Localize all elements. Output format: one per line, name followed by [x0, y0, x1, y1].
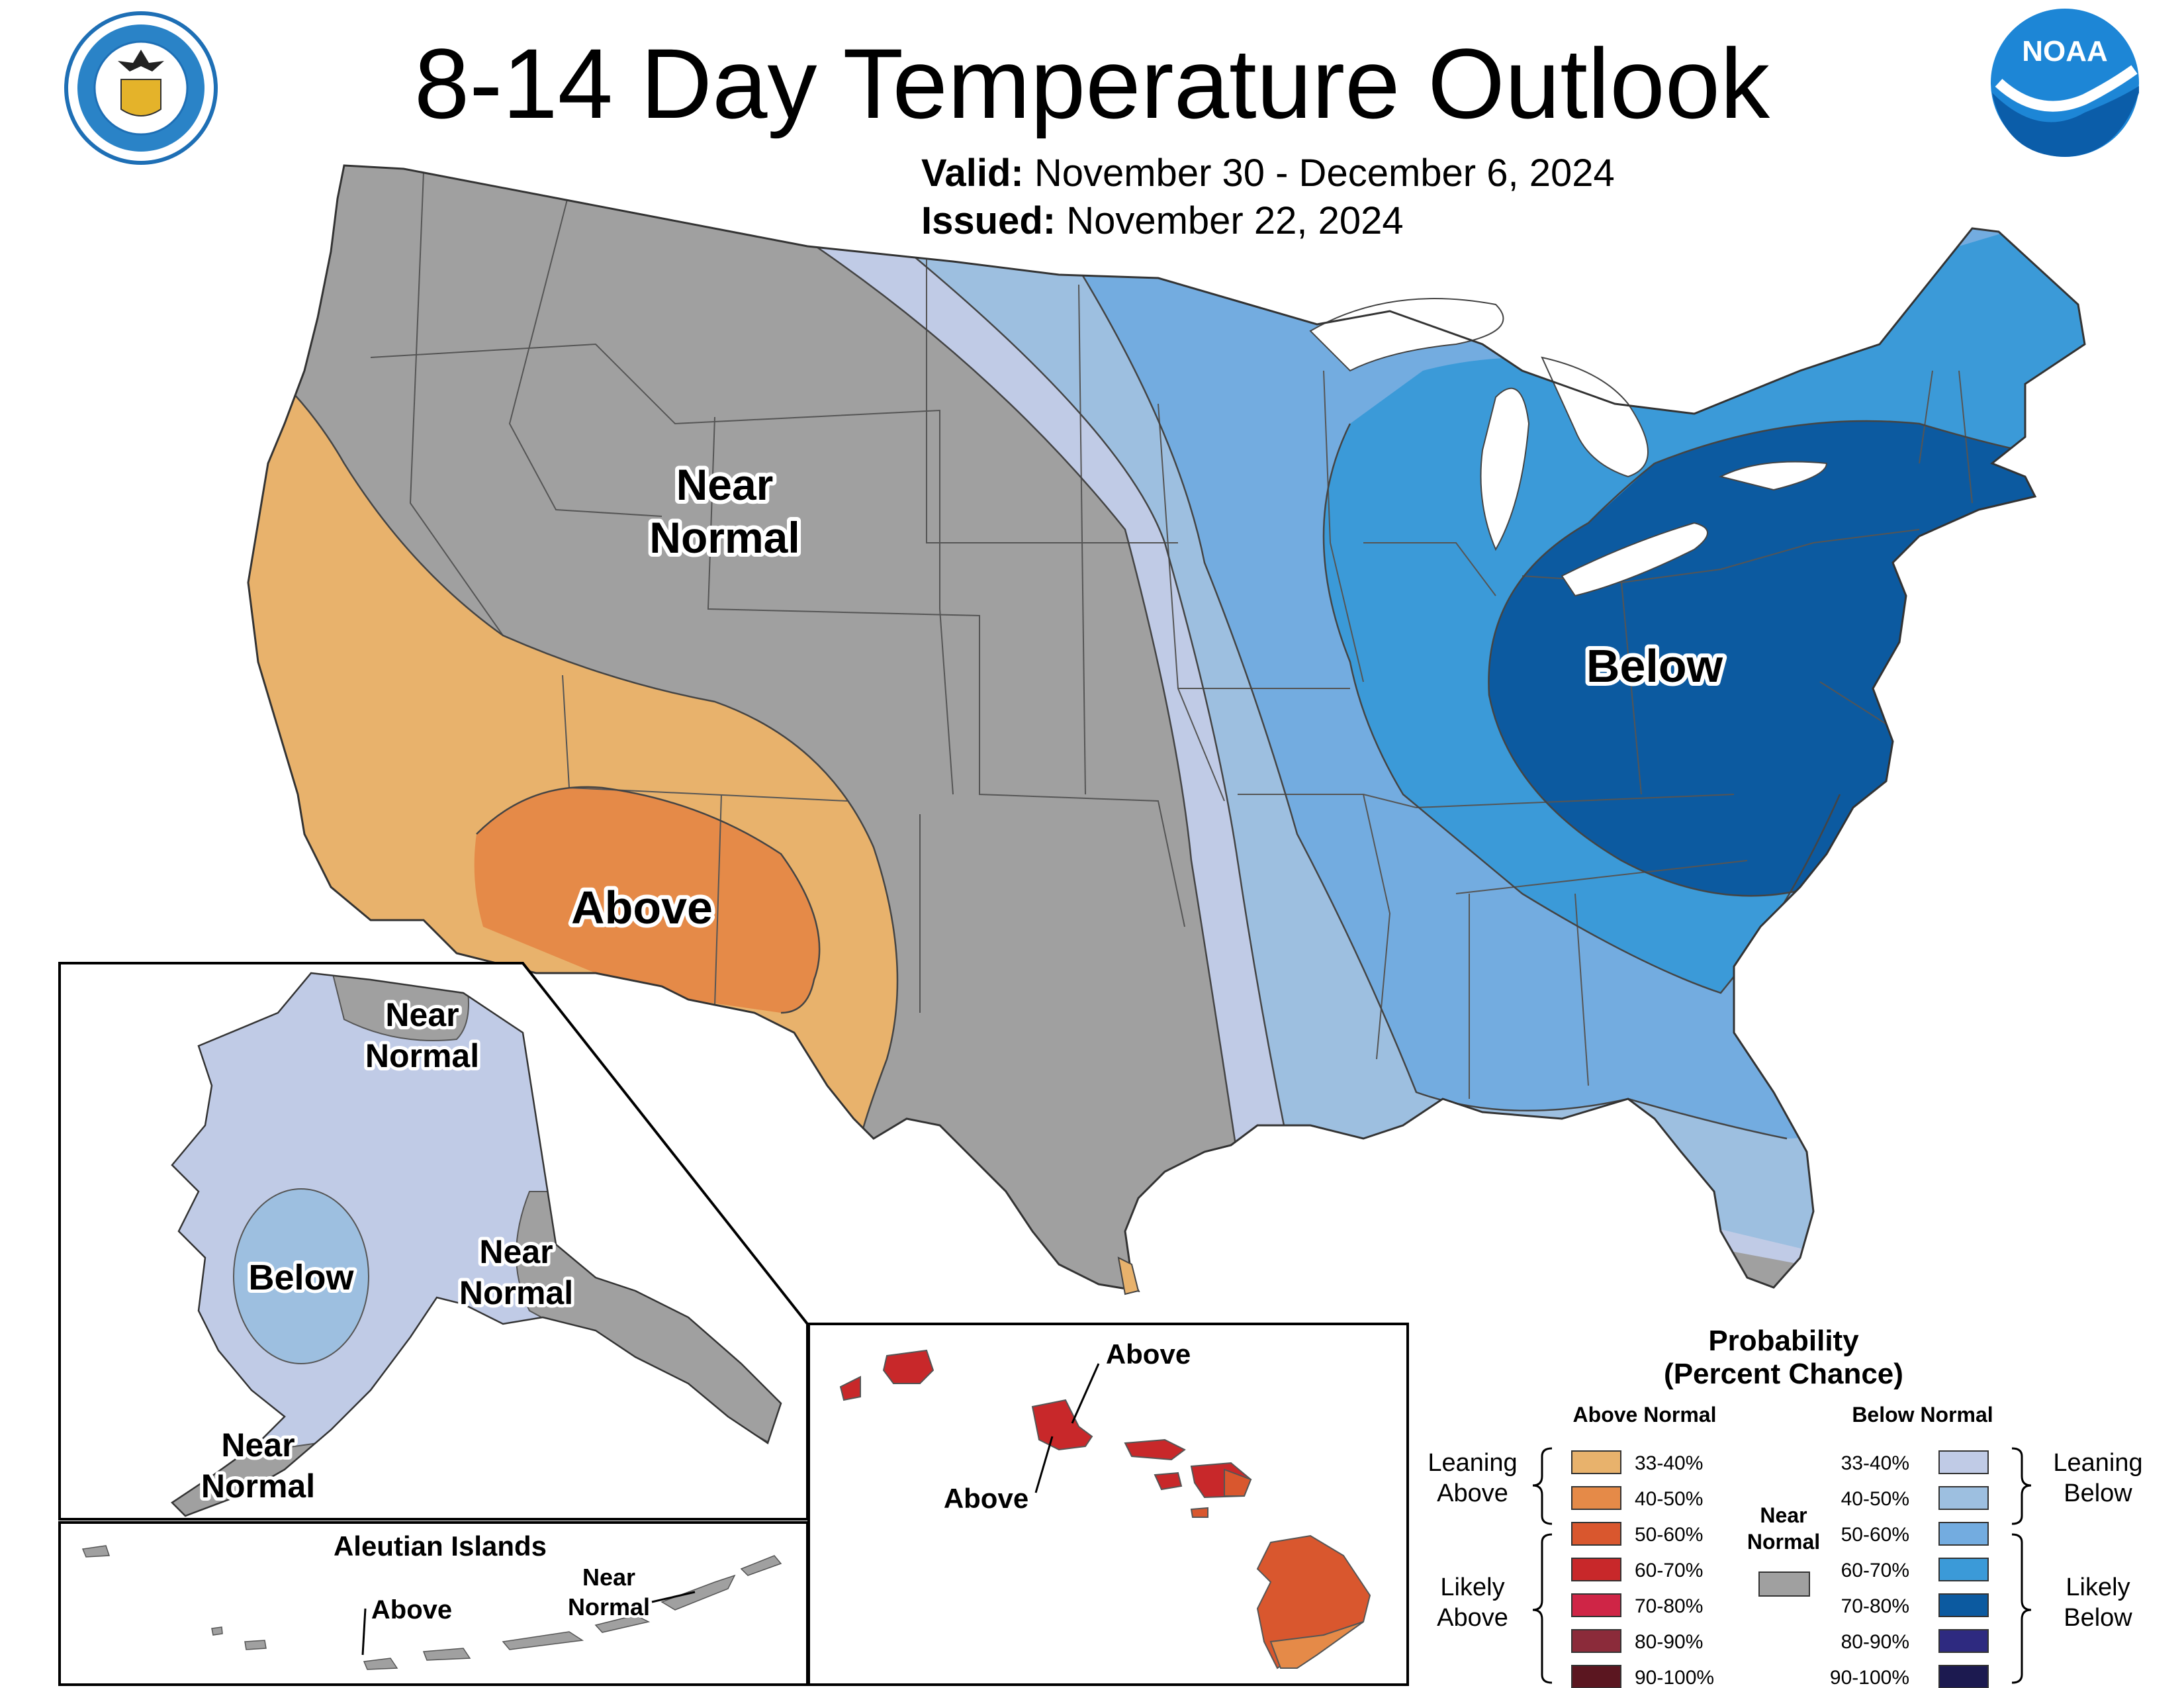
legend-below-label-2: 50-60%: [1841, 1524, 1909, 1546]
conus-outline: [247, 164, 2086, 1292]
aleutian-inset: Aleutian Islands Above Near Normal: [58, 1521, 809, 1686]
hawaii-inset: Above Above: [807, 1323, 1409, 1686]
legend-above-swatch-5: [1571, 1629, 1621, 1653]
legend-below-rows: 33-40% 40-50% 50-60% 60-70% 70-80% 80-90% 90-1…: [1830, 1450, 1989, 1688]
legend: Probability (Percent Chance) Above Norma…: [1428, 1325, 2143, 1688]
legend-title-line2: (Percent Chance): [1664, 1358, 1903, 1390]
noaa-logo-text: NOAA: [2022, 35, 2108, 68]
legend-above-swatch-6: [1571, 1665, 1621, 1688]
likely-below-line2: Below: [2064, 1604, 2132, 1632]
legend-above-label-6: 90-100%: [1635, 1667, 1714, 1688]
legend-above-label-4: 70-80%: [1635, 1595, 1703, 1617]
hawaii-above-north: Above: [1106, 1338, 1191, 1370]
legend-above-swatch-1: [1571, 1486, 1621, 1510]
ak-near-normal-south-line2: Normal: [201, 1468, 315, 1505]
aleutian-above-label: Above: [371, 1595, 452, 1624]
legend-above-label-5: 80-90%: [1635, 1631, 1703, 1653]
legend-below-label-5: 80-90%: [1841, 1631, 1909, 1653]
issued-label: Issued:: [921, 199, 1056, 242]
likely-above-line1: Likely: [1440, 1573, 1504, 1601]
valid-value: November 30 - December 6, 2024: [1034, 152, 1615, 195]
legend-near-normal-line1: Near: [1760, 1503, 1807, 1527]
issued-value: November 22, 2024: [1066, 199, 1404, 242]
legend-above-swatch-2: [1571, 1522, 1621, 1546]
likely-below-line1: Likely: [2066, 1573, 2130, 1601]
leaning-above-line2: Above: [1437, 1479, 1508, 1507]
legend-above-header: Above Normal: [1573, 1403, 1717, 1427]
legend-title-line1: Probability: [1708, 1325, 1859, 1357]
legend-near-normal-swatch: [1758, 1571, 1810, 1597]
leaning-above-line1: Leaning: [1428, 1449, 1517, 1477]
legend-below-label-1: 40-50%: [1841, 1488, 1909, 1510]
legend-above-swatch-0: [1571, 1450, 1621, 1474]
legend-below-swatch-4: [1938, 1593, 1989, 1617]
noaa-gull-icon: [1995, 65, 2138, 112]
legend-below-swatch-0: [1938, 1450, 1989, 1474]
conus-above-label: Above: [571, 882, 713, 933]
conus-near-normal-line2: Normal: [649, 513, 799, 562]
legend-above-swatch-3: [1571, 1558, 1621, 1581]
alaska-inset: Near Normal Below Near Normal Near Norma…: [58, 962, 809, 1521]
aleutian-near-normal-leader: [651, 1591, 696, 1603]
alaska-below-region: [233, 1188, 369, 1364]
seal-shield-icon: [120, 79, 161, 117]
legend-below-label-6: 90-100%: [1830, 1667, 1909, 1688]
leaning-below-line2: Below: [2064, 1479, 2132, 1507]
legend-below-swatch-2: [1938, 1522, 1989, 1546]
valid-line: Valid: November 30 - December 6, 2024: [921, 151, 1615, 195]
legend-above-label-3: 60-70%: [1635, 1560, 1703, 1581]
ak-near-normal-north-line2: Normal: [365, 1037, 479, 1074]
issued-line: Issued: November 22, 2024: [921, 199, 1404, 243]
valid-label: Valid:: [921, 152, 1024, 195]
legend-above-swatch-4: [1571, 1593, 1621, 1617]
commerce-seal-logo: [64, 11, 218, 165]
ak-near-normal-east-line2: Normal: [459, 1274, 573, 1311]
page-title: 8-14 Day Temperature Outlook: [414, 28, 1770, 139]
legend-near-normal-line2: Normal: [1747, 1530, 1820, 1554]
alaska-outline: [171, 972, 782, 1517]
seal-eagle-icon: [118, 50, 164, 71]
above-40-50-region: [474, 786, 820, 1013]
legend-above-label-2: 50-60%: [1635, 1524, 1703, 1546]
legend-above-label-1: 40-50%: [1635, 1488, 1703, 1510]
ak-near-normal-south-line1: Near: [221, 1427, 295, 1464]
legend-below-label-0: 33-40%: [1841, 1452, 1909, 1474]
leaning-below-line1: Leaning: [2053, 1449, 2142, 1477]
state-boundaries: [370, 171, 1973, 1099]
hawaii-above-south-leader: [1034, 1436, 1054, 1493]
texas-leaning-above-spot: [1117, 1256, 1140, 1295]
legend-above-label-0: 33-40%: [1635, 1452, 1703, 1474]
legend-below-label-4: 70-80%: [1841, 1595, 1909, 1617]
legend-braces: [1532, 1447, 2032, 1684]
legend-above-rows: 33-40% 40-50% 50-60% 60-70% 70-80% 80-90% 90-1…: [1571, 1450, 1714, 1688]
legend-below-swatch-3: [1938, 1558, 1989, 1581]
hawaii-above-south: Above: [944, 1483, 1028, 1514]
ak-below-label: Below: [248, 1258, 354, 1297]
aleutian-above-leader: [361, 1608, 367, 1656]
likely-above-line2: Above: [1437, 1604, 1508, 1632]
hawaii-above-north-leader: [1071, 1363, 1100, 1424]
legend-below-swatch-1: [1938, 1486, 1989, 1510]
legend-below-swatch-6: [1938, 1665, 1989, 1688]
conus-near-normal-line1: Near: [676, 460, 774, 509]
aleutian-near-normal-line2: Normal: [568, 1593, 650, 1620]
aleutian-islands-shapes: [81, 1545, 782, 1670]
ak-near-normal-east-line1: Near: [479, 1233, 553, 1270]
legend-below-header: Below Normal: [1852, 1403, 1993, 1427]
conus-below-label: Below: [1586, 640, 1723, 692]
aleutian-title: Aleutian Islands: [334, 1530, 547, 1562]
noaa-logo: NOAA: [1991, 9, 2139, 157]
ak-near-normal-north-line1: Near: [385, 996, 459, 1033]
aleutian-near-normal-line1: Near: [582, 1564, 635, 1591]
legend-below-swatch-5: [1938, 1629, 1989, 1653]
hawaii-islands: [839, 1349, 1371, 1669]
legend-below-label-3: 60-70%: [1841, 1560, 1909, 1581]
